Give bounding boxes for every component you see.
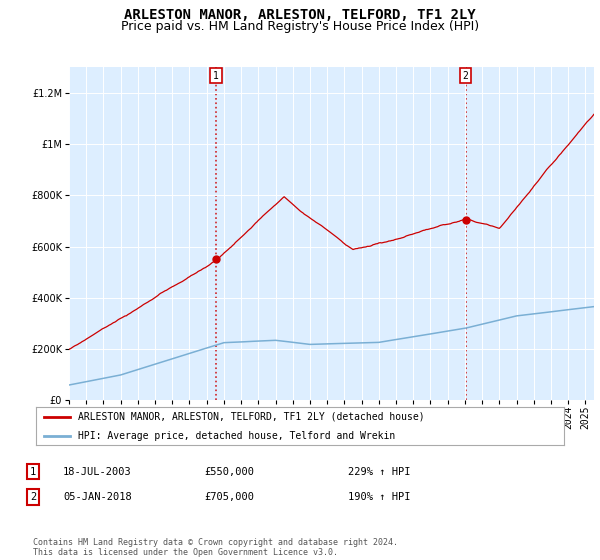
- Text: 1: 1: [213, 71, 219, 81]
- Text: ARLESTON MANOR, ARLESTON, TELFORD, TF1 2LY: ARLESTON MANOR, ARLESTON, TELFORD, TF1 2…: [124, 8, 476, 22]
- Text: 1: 1: [30, 466, 36, 477]
- Text: HPI: Average price, detached house, Telford and Wrekin: HPI: Average price, detached house, Telf…: [78, 431, 395, 441]
- Text: £550,000: £550,000: [204, 466, 254, 477]
- Text: 229% ↑ HPI: 229% ↑ HPI: [348, 466, 410, 477]
- Text: 05-JAN-2018: 05-JAN-2018: [63, 492, 132, 502]
- Text: Contains HM Land Registry data © Crown copyright and database right 2024.
This d: Contains HM Land Registry data © Crown c…: [33, 538, 398, 557]
- Text: ARLESTON MANOR, ARLESTON, TELFORD, TF1 2LY (detached house): ARLESTON MANOR, ARLESTON, TELFORD, TF1 2…: [78, 412, 425, 422]
- Text: 190% ↑ HPI: 190% ↑ HPI: [348, 492, 410, 502]
- Text: 2: 2: [30, 492, 36, 502]
- Text: 18-JUL-2003: 18-JUL-2003: [63, 466, 132, 477]
- Text: 2: 2: [463, 71, 469, 81]
- Text: Price paid vs. HM Land Registry's House Price Index (HPI): Price paid vs. HM Land Registry's House …: [121, 20, 479, 32]
- Text: £705,000: £705,000: [204, 492, 254, 502]
